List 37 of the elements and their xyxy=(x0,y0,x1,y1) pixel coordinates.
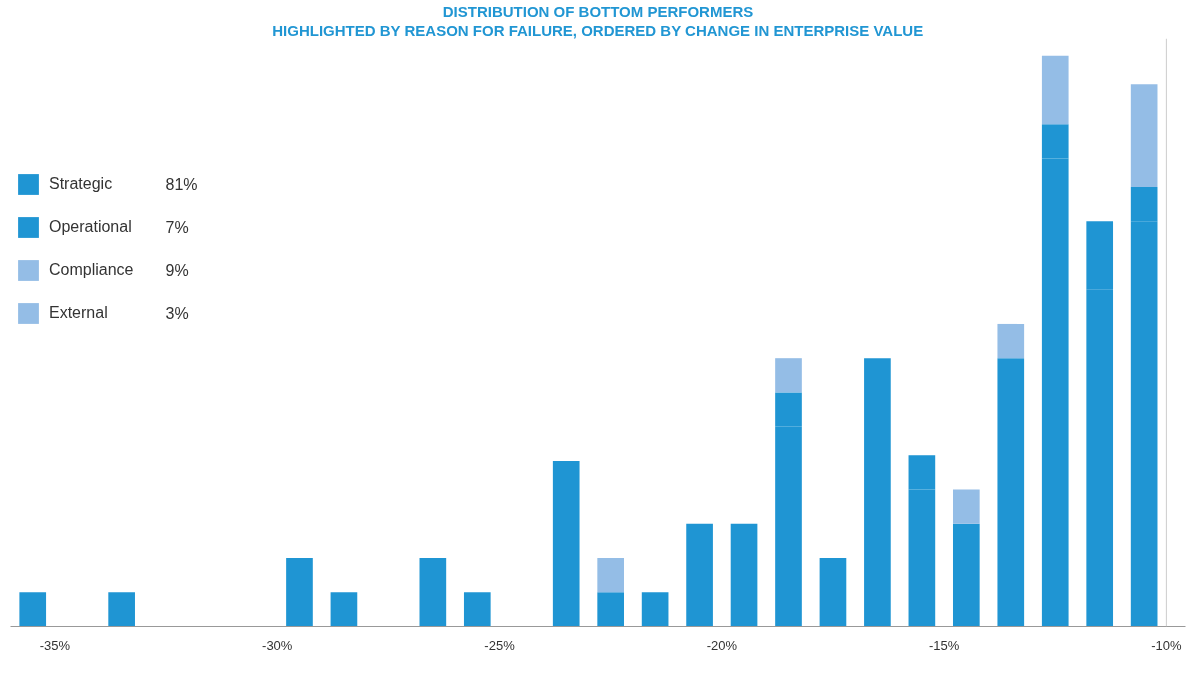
bar xyxy=(952,489,980,524)
bar xyxy=(641,592,669,627)
bar xyxy=(463,592,491,627)
bar xyxy=(730,523,758,627)
chart-title: DISTRIBUTION OF BOTTOM PERFORMERS xyxy=(442,2,754,20)
x-tick-label: -15% xyxy=(928,637,960,653)
bar xyxy=(819,558,847,627)
annotation: 81% xyxy=(165,176,198,193)
bar xyxy=(864,358,891,627)
bar xyxy=(997,323,1025,359)
x-tick-label: -30% xyxy=(262,637,293,653)
legend-label: Operational xyxy=(49,217,132,237)
bar xyxy=(597,558,625,593)
legend-label: External xyxy=(49,303,108,323)
legend-label: Strategic xyxy=(49,174,113,194)
bar xyxy=(108,592,135,627)
x-tick-label: -35% xyxy=(39,637,71,653)
bar xyxy=(997,358,1025,627)
x-tick-label: -20% xyxy=(706,637,738,653)
bar xyxy=(952,523,980,627)
annotation: 7% xyxy=(165,219,189,236)
annotation: 9% xyxy=(165,262,189,279)
x-tick-label: -25% xyxy=(484,637,516,653)
bar xyxy=(330,592,358,627)
bar xyxy=(419,558,447,627)
bar xyxy=(552,460,580,627)
bar xyxy=(286,558,313,627)
bar xyxy=(19,592,47,627)
annotation: 3% xyxy=(165,305,189,322)
chart-subtitle: HIGHLIGHTED BY REASON FOR FAILURE, ORDERED BY CHANGE IN ENTERPRISE VALUE xyxy=(272,21,924,39)
x-tick-label: -10% xyxy=(1151,637,1182,653)
bar xyxy=(1130,84,1158,187)
bar xyxy=(775,358,802,393)
legend-label: Compliance xyxy=(49,260,134,280)
bar xyxy=(1041,55,1069,125)
bar xyxy=(686,523,713,627)
bar xyxy=(597,592,625,627)
